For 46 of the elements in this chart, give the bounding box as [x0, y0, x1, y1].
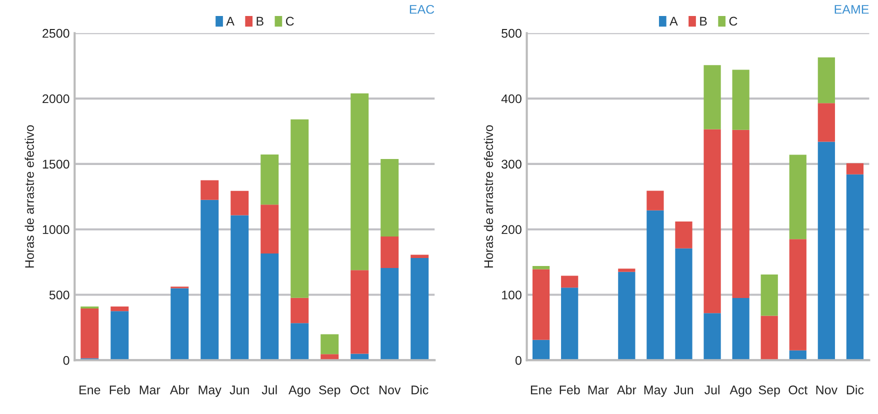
y-tick-label: 1000 — [42, 225, 70, 234]
y-axis-title: Horas de arrastre efectivo — [484, 125, 494, 268]
x-tick-label: Sep — [319, 386, 340, 397]
x-tick-label: Dic — [412, 385, 428, 394]
x-tick-label: Sep — [758, 386, 780, 397]
y-tick-label: 500 — [49, 290, 70, 300]
x-tick-label: May — [198, 386, 222, 397]
y-tick-label: 100 — [502, 290, 522, 300]
x-tick-label: Mar — [588, 386, 609, 394]
legend-label: A — [670, 16, 678, 26]
x-tick-label: Jul — [262, 385, 277, 394]
y-tick-label: 200 — [502, 225, 522, 234]
x-tick-label: Ago — [288, 386, 310, 397]
legend-label: C — [729, 16, 738, 26]
chart-title: EAC — [410, 4, 434, 14]
x-tick-label: Mar — [140, 386, 160, 394]
x-tick-label: Nov — [816, 386, 838, 394]
y-tick-label: 2500 — [42, 28, 70, 38]
y-tick-label: 300 — [502, 160, 522, 169]
y-axis-title: Horas de arrastre efectivo — [24, 125, 34, 268]
legend-label: B — [700, 16, 707, 26]
x-tick-label: Ene — [530, 386, 552, 394]
y-tick-label: 0 — [63, 356, 70, 365]
x-tick-label: Ago — [730, 386, 752, 397]
x-tick-label: Jun — [674, 386, 694, 394]
legend-label: B — [256, 16, 264, 26]
x-tick-label: Abr — [616, 385, 636, 394]
x-tick-label: Feb — [110, 385, 130, 394]
y-tick-label: 500 — [502, 28, 522, 38]
x-tick-label: Dic — [846, 385, 864, 394]
x-tick-label: Oct — [788, 386, 808, 394]
legend-label: A — [226, 16, 234, 26]
y-tick-label: 0 — [515, 356, 522, 365]
x-tick-label: Feb — [560, 385, 580, 394]
x-tick-label: May — [644, 386, 667, 397]
x-tick-label: Nov — [380, 386, 401, 394]
chart-title: EAME — [834, 5, 869, 14]
y-tick-label: 1500 — [42, 160, 70, 169]
x-tick-label: Jul — [704, 385, 720, 394]
y-tick-label: 400 — [501, 94, 522, 104]
x-tick-label: Oct — [350, 386, 370, 394]
y-tick-label: 2000 — [42, 94, 70, 104]
legend-label: C — [286, 16, 294, 26]
x-tick-label: Jun — [230, 386, 249, 394]
x-tick-label: Abr — [170, 385, 190, 394]
x-tick-label: Ene — [80, 386, 100, 394]
